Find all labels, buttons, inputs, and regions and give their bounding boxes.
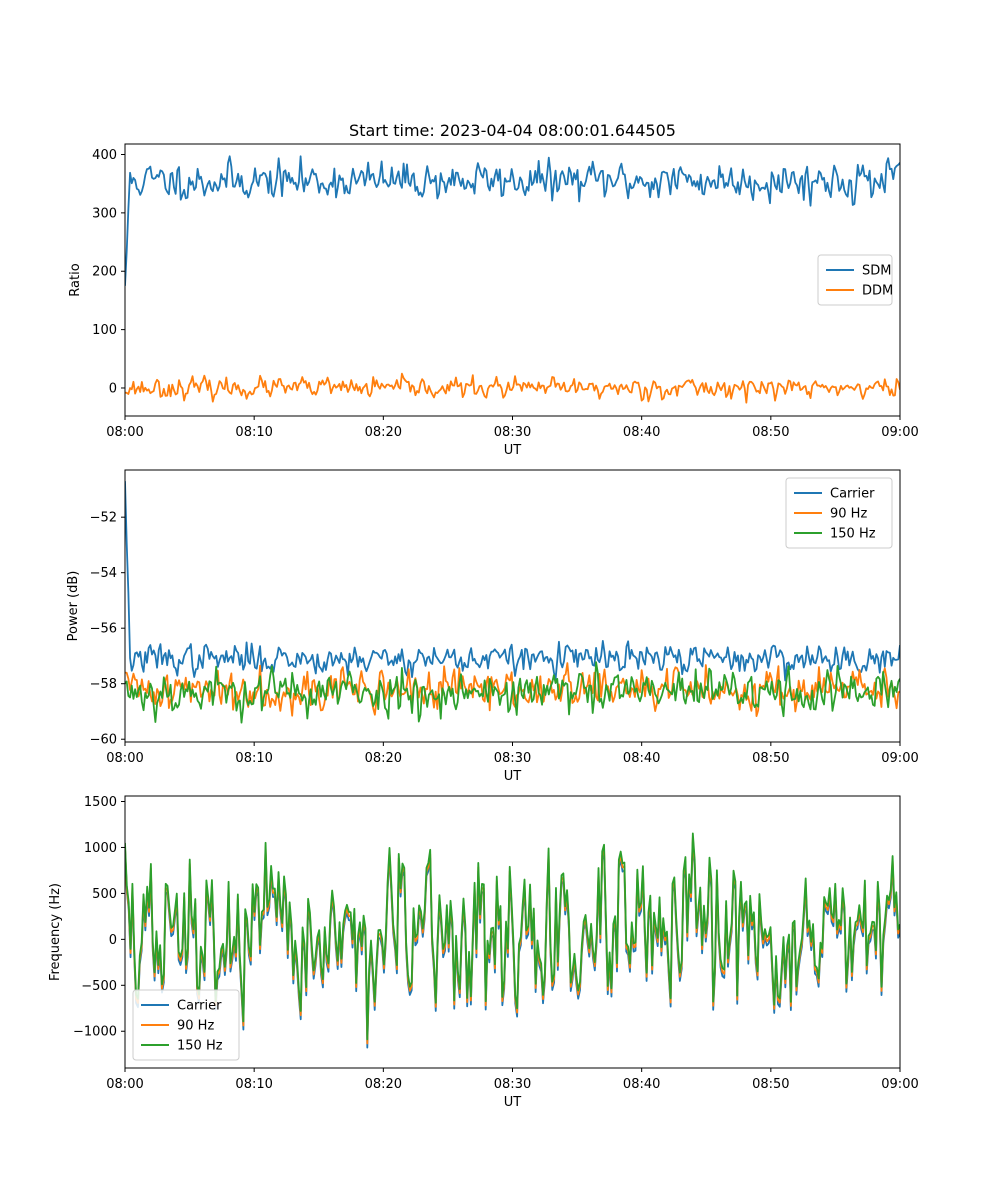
legend-label: Carrier <box>830 487 875 502</box>
legend-label: 90 Hz <box>830 507 867 522</box>
legend-label: Carrier <box>177 999 222 1014</box>
subplot-3: 08:00 08:10 08:20 08:30 08:40 08:50 09:00 −1000… <box>48 795 919 1110</box>
x-tick-label: 09:00 <box>881 1077 918 1092</box>
legend: SDM DDM <box>817 254 893 306</box>
x-tick-label: 08:20 <box>365 1077 402 1092</box>
subplot-1: 08:00 08:10 08:20 08:30 08:40 08:50 09:00 0 100 2… <box>68 121 919 458</box>
legend-label: 150 Hz <box>177 1039 223 1054</box>
x-tick-label: 08:30 <box>494 751 531 766</box>
x-tick-label: 08:50 <box>752 1077 789 1092</box>
x-axis-label: UT <box>504 769 522 784</box>
y-tick-label: −58 <box>90 677 117 692</box>
y-tick-label: 1500 <box>84 795 117 810</box>
legend-label: DDM <box>862 284 893 299</box>
y-tick-label: 400 <box>92 148 117 163</box>
series-line-sdm <box>125 155 900 286</box>
legend-label: SDM <box>862 264 891 279</box>
y-tick-label: −56 <box>90 622 117 637</box>
x-tick-label: 08:00 <box>106 1077 143 1092</box>
chart-title: Start time: 2023-04-04 08:00:01.644505 <box>349 121 676 140</box>
x-tick-label: 08:20 <box>365 751 402 766</box>
series-line-carrier <box>125 481 900 682</box>
y-tick-label: 300 <box>92 206 117 221</box>
y-axis-label: Power (dB) <box>66 571 81 642</box>
legend-box <box>817 254 893 306</box>
x-axis-label: UT <box>504 1095 522 1110</box>
x-tick-label: 08:40 <box>623 751 660 766</box>
x-tick-label: 08:00 <box>106 425 143 440</box>
y-axis-label: Frequency (Hz) <box>48 883 63 981</box>
series-line-150-hz <box>125 832 900 1041</box>
x-tick-label: 08:10 <box>235 425 272 440</box>
legend: Carrier 90 Hz 150 Hz <box>785 477 893 549</box>
series-line-150-hz <box>125 661 900 724</box>
plot-frame <box>124 143 901 417</box>
y-tick-label: 100 <box>92 323 117 338</box>
legend-label: 90 Hz <box>177 1019 214 1034</box>
x-tick-label: 08:30 <box>494 425 531 440</box>
y-tick-label: 0 <box>109 381 117 396</box>
legend-box <box>132 989 240 1061</box>
x-tick-label: 09:00 <box>881 425 918 440</box>
legend-label: 150 Hz <box>830 527 876 542</box>
x-tick-label: 09:00 <box>881 751 918 766</box>
y-tick-label: −500 <box>81 979 117 994</box>
x-tick-label: 08:10 <box>235 751 272 766</box>
x-tick-label: 08:30 <box>494 1077 531 1092</box>
y-tick-label: 1000 <box>84 841 117 856</box>
x-tick-label: 08:40 <box>623 425 660 440</box>
y-tick-label: 200 <box>92 265 117 280</box>
x-tick-label: 08:50 <box>752 751 789 766</box>
x-tick-label: 08:50 <box>752 425 789 440</box>
x-tick-label: 08:00 <box>106 751 143 766</box>
legend-box <box>785 477 893 549</box>
x-tick-label: 08:10 <box>235 1077 272 1092</box>
x-axis-label: UT <box>504 443 522 458</box>
legend: Carrier 90 Hz 150 Hz <box>132 989 240 1061</box>
x-tick-label: 08:20 <box>365 425 402 440</box>
subplot-2: 08:00 08:10 08:20 08:30 08:40 08:50 09:00 −60 −5… <box>66 469 919 784</box>
y-tick-label: −60 <box>90 733 117 748</box>
x-tick-label: 08:40 <box>623 1077 660 1092</box>
y-axis-label: Ratio <box>68 263 83 296</box>
y-tick-label: −52 <box>90 511 117 526</box>
y-tick-label: 0 <box>109 933 117 948</box>
y-tick-label: −54 <box>90 566 117 581</box>
y-tick-label: −1000 <box>73 1025 117 1040</box>
series-line-ddm <box>125 372 900 404</box>
y-tick-label: 500 <box>92 887 117 902</box>
